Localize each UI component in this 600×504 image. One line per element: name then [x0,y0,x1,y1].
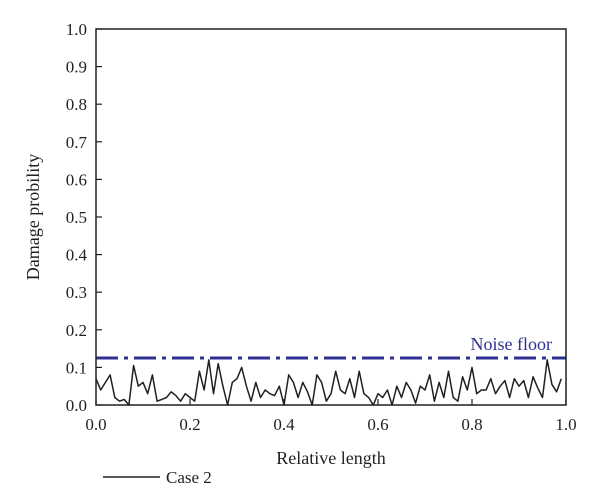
plot-frame [95,28,567,406]
legend: Case 2 [103,468,212,487]
x-tick-label: 0.2 [179,415,200,434]
y-tick-label: 0.8 [66,95,87,114]
x-tick-label: 0.0 [85,415,106,434]
x-tick-label: 1.0 [555,415,576,434]
y-tick-label: 0.9 [66,58,87,77]
y-tick-label: 0.6 [66,170,87,189]
x-tick-label: 0.8 [461,415,482,434]
y-tick-label: 0.2 [66,321,87,340]
x-axis-ticks: 0.0 0.2 0.4 0.6 0.8 1.0 [85,399,577,434]
legend-label-case-2: Case 2 [166,468,212,487]
y-tick-label: 0.3 [66,283,87,302]
y-tick-label: 0.7 [66,133,88,152]
noise-floor-group: Noise floor [96,334,566,360]
y-tick-label: 0.0 [66,396,87,415]
x-axis-title: Relative length [276,448,385,468]
series-line-case-2 [95,359,563,406]
x-tick-label: 0.6 [367,415,388,434]
y-tick-label: 0.4 [66,246,88,265]
x-tick-label: 0.4 [273,415,295,434]
noise-floor-label: Noise floor [471,334,552,354]
y-axis-ticks: 0.0 0.1 0.2 0.3 0.4 0.5 0.6 0.7 0.8 0.9 1.0 [66,20,102,415]
y-axis-title: Damage probility [23,154,43,280]
y-tick-label: 1.0 [66,20,87,39]
y-tick-label: 0.5 [66,208,87,227]
y-tick-label: 0.1 [66,358,87,377]
